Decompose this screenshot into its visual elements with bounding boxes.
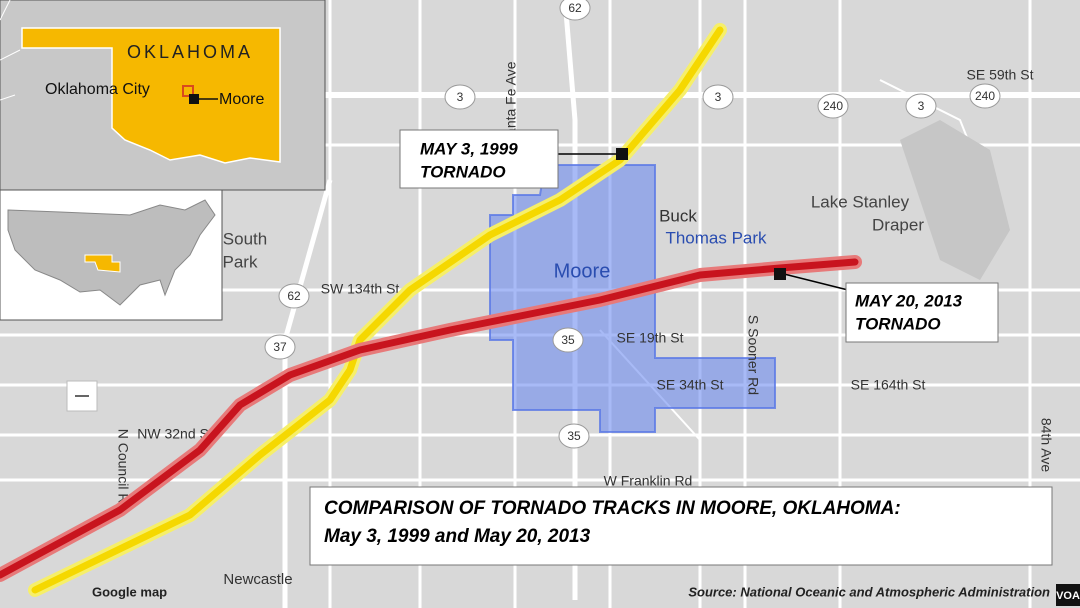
callout-date: MAY 20, 2013 bbox=[855, 291, 963, 310]
road-shield: 62 bbox=[559, 0, 591, 21]
street-label: Park bbox=[223, 252, 258, 271]
street-label: Thomas Park bbox=[665, 228, 767, 247]
road-shield: 35 bbox=[558, 423, 590, 449]
shield-label: 3 bbox=[918, 99, 925, 113]
map-labels: SE 59th St Lake Stanley Draper Buck Thomas P… bbox=[115, 61, 1054, 588]
street-label: NW 32nd St bbox=[137, 426, 213, 442]
map-attribution: Google map bbox=[92, 584, 167, 599]
shield-badge bbox=[264, 334, 296, 360]
street-label: Moore bbox=[554, 260, 611, 282]
shield-badge bbox=[817, 93, 849, 119]
shield-badge bbox=[702, 84, 734, 110]
lake bbox=[900, 120, 1010, 280]
usa-outline bbox=[7, 199, 216, 306]
shield-badge bbox=[969, 83, 1001, 109]
track-1999 bbox=[31, 26, 724, 594]
shield-badge bbox=[559, 0, 591, 21]
street-label: Newcastle bbox=[223, 571, 292, 588]
logo-box bbox=[1056, 584, 1080, 606]
road-shields: 62 3 3 3 240 240 37 62 35 35 bbox=[264, 0, 1001, 449]
street-label: SW 134th St bbox=[321, 281, 400, 297]
shield-label: 240 bbox=[975, 89, 995, 103]
street-label: Draper bbox=[872, 215, 924, 234]
title-line-2: May 3, 1999 and May 20, 2013 bbox=[324, 526, 591, 547]
road-shield: 3 bbox=[702, 84, 734, 110]
callout-1999: MAY 3, 1999 TORNADO bbox=[399, 129, 628, 189]
street-label: Buck bbox=[659, 206, 697, 225]
callout-box bbox=[845, 282, 999, 343]
callout-marker bbox=[774, 268, 786, 280]
shield-label: 35 bbox=[567, 429, 581, 443]
oklahoma-city-marker bbox=[182, 85, 194, 97]
road-shield: 35 bbox=[552, 327, 584, 353]
title-box bbox=[309, 486, 1053, 566]
street-label: SE 59th St bbox=[967, 67, 1034, 83]
shield-label: 3 bbox=[457, 90, 464, 104]
street-label: SE 164th St bbox=[851, 377, 926, 393]
street-label: Lake Stanley bbox=[811, 192, 910, 211]
inset-oklahoma: OKLAHOMA Oklahoma City Moore bbox=[0, 0, 326, 191]
city-label: Moore bbox=[219, 91, 264, 108]
shield-badge bbox=[558, 423, 590, 449]
moore-marker bbox=[189, 94, 199, 104]
callout-box bbox=[399, 129, 559, 189]
road-shield: 3 bbox=[444, 84, 476, 110]
street-label: SE 19th St bbox=[617, 330, 684, 346]
oklahoma-state bbox=[21, 27, 281, 164]
street-label: SE 34th St bbox=[657, 377, 724, 393]
shield-label: 35 bbox=[561, 333, 575, 347]
callout-label: TORNADO bbox=[420, 162, 506, 181]
road-shield: 240 bbox=[817, 93, 849, 119]
callout-label: TORNADO bbox=[855, 314, 941, 333]
city-label: Oklahoma City bbox=[45, 81, 150, 98]
shield-badge bbox=[278, 283, 310, 309]
shield-badge bbox=[552, 327, 584, 353]
street-label: South bbox=[223, 229, 267, 248]
inset-usa bbox=[0, 189, 223, 321]
oklahoma-highlight bbox=[84, 254, 121, 273]
track-2013 bbox=[0, 258, 859, 579]
street-label: 84th Ave bbox=[1038, 418, 1054, 472]
road-shield: 37 bbox=[264, 334, 296, 360]
title-line-1: COMPARISON OF TORNADO TRACKS IN MOORE, O… bbox=[324, 498, 901, 519]
state-label: OKLAHOMA bbox=[127, 42, 253, 62]
shield-label: 3 bbox=[715, 90, 722, 104]
shield-badge bbox=[905, 93, 937, 119]
callout-date: MAY 3, 1999 bbox=[420, 139, 518, 158]
street-label: W Franklin Rd bbox=[604, 473, 693, 489]
callout-marker bbox=[616, 148, 628, 160]
shield-label: 62 bbox=[568, 1, 582, 15]
shield-label: 240 bbox=[823, 99, 843, 113]
callout-2013: MAY 20, 2013 TORNADO bbox=[774, 268, 999, 343]
road-shield: 240 bbox=[969, 83, 1001, 109]
road-shield: 3 bbox=[905, 93, 937, 119]
road-shield: 62 bbox=[278, 283, 310, 309]
logo: VOA bbox=[1056, 590, 1080, 602]
tornado-tracks bbox=[0, 23, 862, 597]
shield-label: 37 bbox=[273, 340, 287, 354]
street-label: S Sooner Rd bbox=[745, 315, 761, 395]
callout-leader bbox=[779, 272, 849, 291]
shield-label: 62 bbox=[287, 289, 301, 303]
source-note: Source: National Oceanic and Atmospheric… bbox=[688, 584, 1050, 599]
street-label: N Council Rd bbox=[115, 429, 131, 511]
shield-badge bbox=[444, 84, 476, 110]
